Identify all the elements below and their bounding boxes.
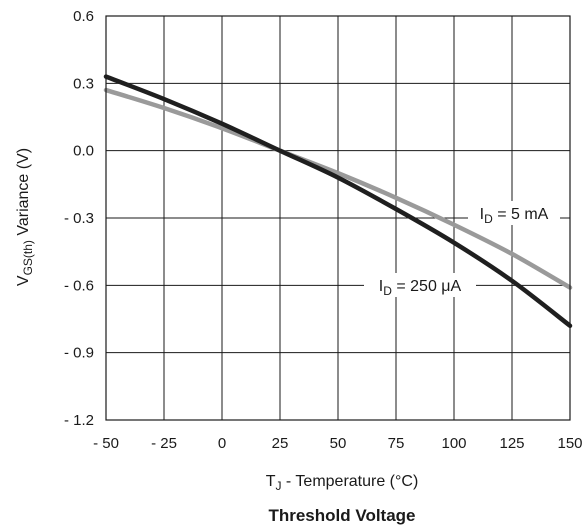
plot-frame bbox=[105, 15, 571, 421]
x-axis-label: TJ - Temperature (°C) bbox=[266, 473, 419, 493]
y-axis-label: VGS(th) Variance (V) bbox=[15, 148, 35, 286]
x-tick-label: 150 bbox=[557, 435, 582, 452]
x-tick-label: 100 bbox=[441, 435, 466, 452]
annotation-250ua-bg bbox=[364, 273, 476, 297]
y-tick-label: 0.6 bbox=[73, 8, 94, 25]
series-line-250ua bbox=[103, 74, 573, 328]
tick-labels: - 50 - 25 0 25 50 75 100 125 150 0.6 0.3 0.0 - 0.3 - … bbox=[64, 8, 583, 452]
annotation-5ma: ID = 5 mA bbox=[480, 206, 549, 226]
y-tick-label: 0.0 bbox=[73, 143, 94, 160]
series-lines bbox=[103, 74, 573, 328]
y-tick-label: - 1.2 bbox=[64, 412, 94, 429]
x-tick-label: - 50 bbox=[93, 435, 119, 452]
series-annotations: ID = 250 μA ID = 5 mA bbox=[364, 201, 560, 298]
annotation-250ua: ID = 250 μA bbox=[379, 278, 462, 298]
y-tick-label: - 0.9 bbox=[64, 345, 94, 362]
x-tick-label: - 25 bbox=[151, 435, 177, 452]
y-tick-label: 0.3 bbox=[73, 75, 94, 92]
x-tick-label: 125 bbox=[499, 435, 524, 452]
chart-title: Threshold Voltage bbox=[268, 506, 415, 525]
series-line-5ma bbox=[103, 87, 573, 290]
x-tick-label: 0 bbox=[218, 435, 226, 452]
annotation-5ma-bg bbox=[468, 201, 560, 225]
x-tick-label: 25 bbox=[272, 435, 289, 452]
y-tick-label: - 0.6 bbox=[64, 277, 94, 294]
x-tick-label: 75 bbox=[388, 435, 405, 452]
x-tick-label: 50 bbox=[330, 435, 347, 452]
y-tick-label: - 0.3 bbox=[64, 210, 94, 227]
